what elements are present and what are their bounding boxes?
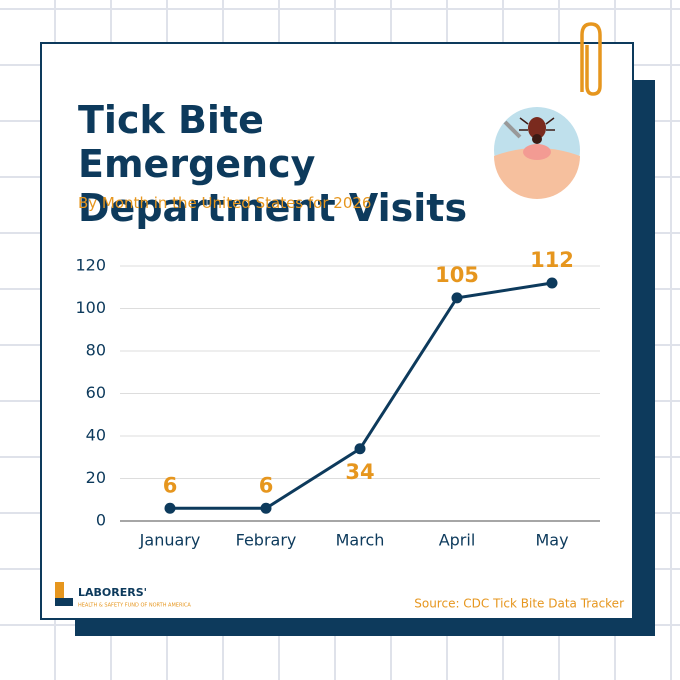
point [354,443,366,455]
x-tick-label: January [139,531,201,550]
logo-name: LABORERS' [78,586,147,599]
logo-tagline: HEALTH & SAFETY FUND OF NORTH AMERICA [78,603,191,609]
tick-icon [494,107,580,199]
paperclip [580,22,602,96]
point [546,277,558,289]
point [260,502,272,514]
data-label: 6 [259,473,274,497]
chart-subtitle: By Month in the United States for 2026 [78,194,372,212]
source: Source: CDC Tick Bite Data Tracker [414,597,624,611]
y-tick-label: 20 [86,468,106,487]
data-label: 34 [345,460,374,484]
x-tick-label: April [439,531,476,550]
y-tick-label: 40 [86,426,106,445]
chart-title: Tick Bite Emergency Department Visits [78,98,468,230]
y-tick-label: 80 [86,341,106,360]
data-label: 112 [530,248,574,272]
point [164,502,176,514]
x-tick-label: Febrary [236,531,297,550]
y-tick-label: 0 [96,511,106,530]
x-tick-label: March [336,531,385,550]
x-tick-label: May [535,531,568,550]
data-label: 6 [163,473,178,497]
y-tick-label: 120 [75,256,106,275]
y-tick-label: 100 [75,298,106,317]
logo: LABORERS' HEALTH & SAFETY FUND OF NORTH … [55,582,191,609]
point [451,292,463,304]
y-tick-label: 60 [86,383,106,402]
data-label: 105 [435,263,479,287]
